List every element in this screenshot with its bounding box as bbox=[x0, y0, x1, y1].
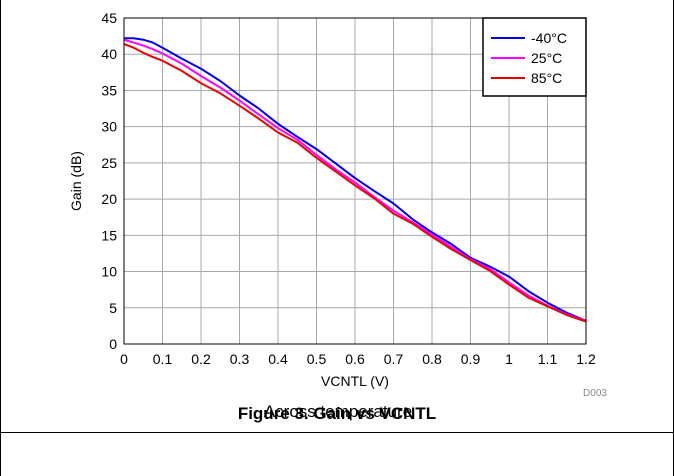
divider-line bbox=[1, 432, 673, 433]
x-tick-label: 1 bbox=[505, 351, 513, 367]
y-tick-label: 10 bbox=[101, 264, 117, 280]
y-axis-title: Gain (dB) bbox=[68, 151, 84, 211]
y-tick-label: 30 bbox=[101, 119, 117, 135]
legend-label: -40°C bbox=[531, 30, 567, 46]
x-tick-label: 0.7 bbox=[384, 351, 404, 367]
x-tick-label: 1.2 bbox=[576, 351, 596, 367]
legend-label: 85°C bbox=[531, 70, 562, 86]
y-tick-label: 0 bbox=[109, 336, 117, 352]
y-tick-label: 45 bbox=[101, 10, 117, 26]
y-tick-label: 25 bbox=[101, 155, 117, 171]
series-line bbox=[123, 38, 587, 322]
series-line bbox=[124, 37, 587, 322]
x-tick-labels: 0 0.1 0.2 0.3 0.4 0.5 0.6 0.7 0.8 0.9 1 1.1 1.2 bbox=[120, 351, 596, 367]
x-tick-label: 0.8 bbox=[422, 351, 442, 367]
legend-label: 25°C bbox=[531, 50, 562, 66]
x-tick-label: 0.2 bbox=[191, 351, 211, 367]
chart-subtitle: Across temperature bbox=[264, 402, 412, 421]
gain-chart: 0 0.1 0.2 0.3 0.4 0.5 0.6 0.7 0.8 0.9 1 1.1 1.2 0 5 10… bbox=[68, 10, 607, 421]
y-tick-label: 35 bbox=[101, 82, 117, 98]
y-tick-labels: 0 5 10 15 20 25 30 35 40 45 bbox=[101, 10, 117, 352]
x-tick-label: 0.4 bbox=[268, 351, 288, 367]
x-tick-label: 0 bbox=[120, 351, 128, 367]
x-tick-label: 0.3 bbox=[230, 351, 250, 367]
x-tick-label: 0.6 bbox=[345, 351, 365, 367]
series-layer bbox=[123, 37, 587, 323]
y-tick-label: 15 bbox=[101, 227, 117, 243]
plot-frame bbox=[123, 17, 587, 345]
y-tick-label: 5 bbox=[109, 300, 117, 316]
series-line bbox=[123, 43, 587, 323]
y-tick-label: 20 bbox=[101, 191, 117, 207]
x-axis-title: VCNTL (V) bbox=[321, 373, 389, 389]
x-tick-label: 0.9 bbox=[461, 351, 481, 367]
figure-code-label: D003 bbox=[583, 388, 607, 399]
x-tick-label: 0.5 bbox=[307, 351, 327, 367]
legend: -40°C 25°C 85°C bbox=[482, 17, 587, 97]
x-tick-label: 1.1 bbox=[538, 351, 558, 367]
y-tick-label: 40 bbox=[101, 46, 117, 62]
legend-box bbox=[482, 17, 587, 97]
figure-caption: Figure 3. Gain vs VCNTL bbox=[237, 404, 437, 423]
x-tick-label: 0.1 bbox=[153, 351, 173, 367]
